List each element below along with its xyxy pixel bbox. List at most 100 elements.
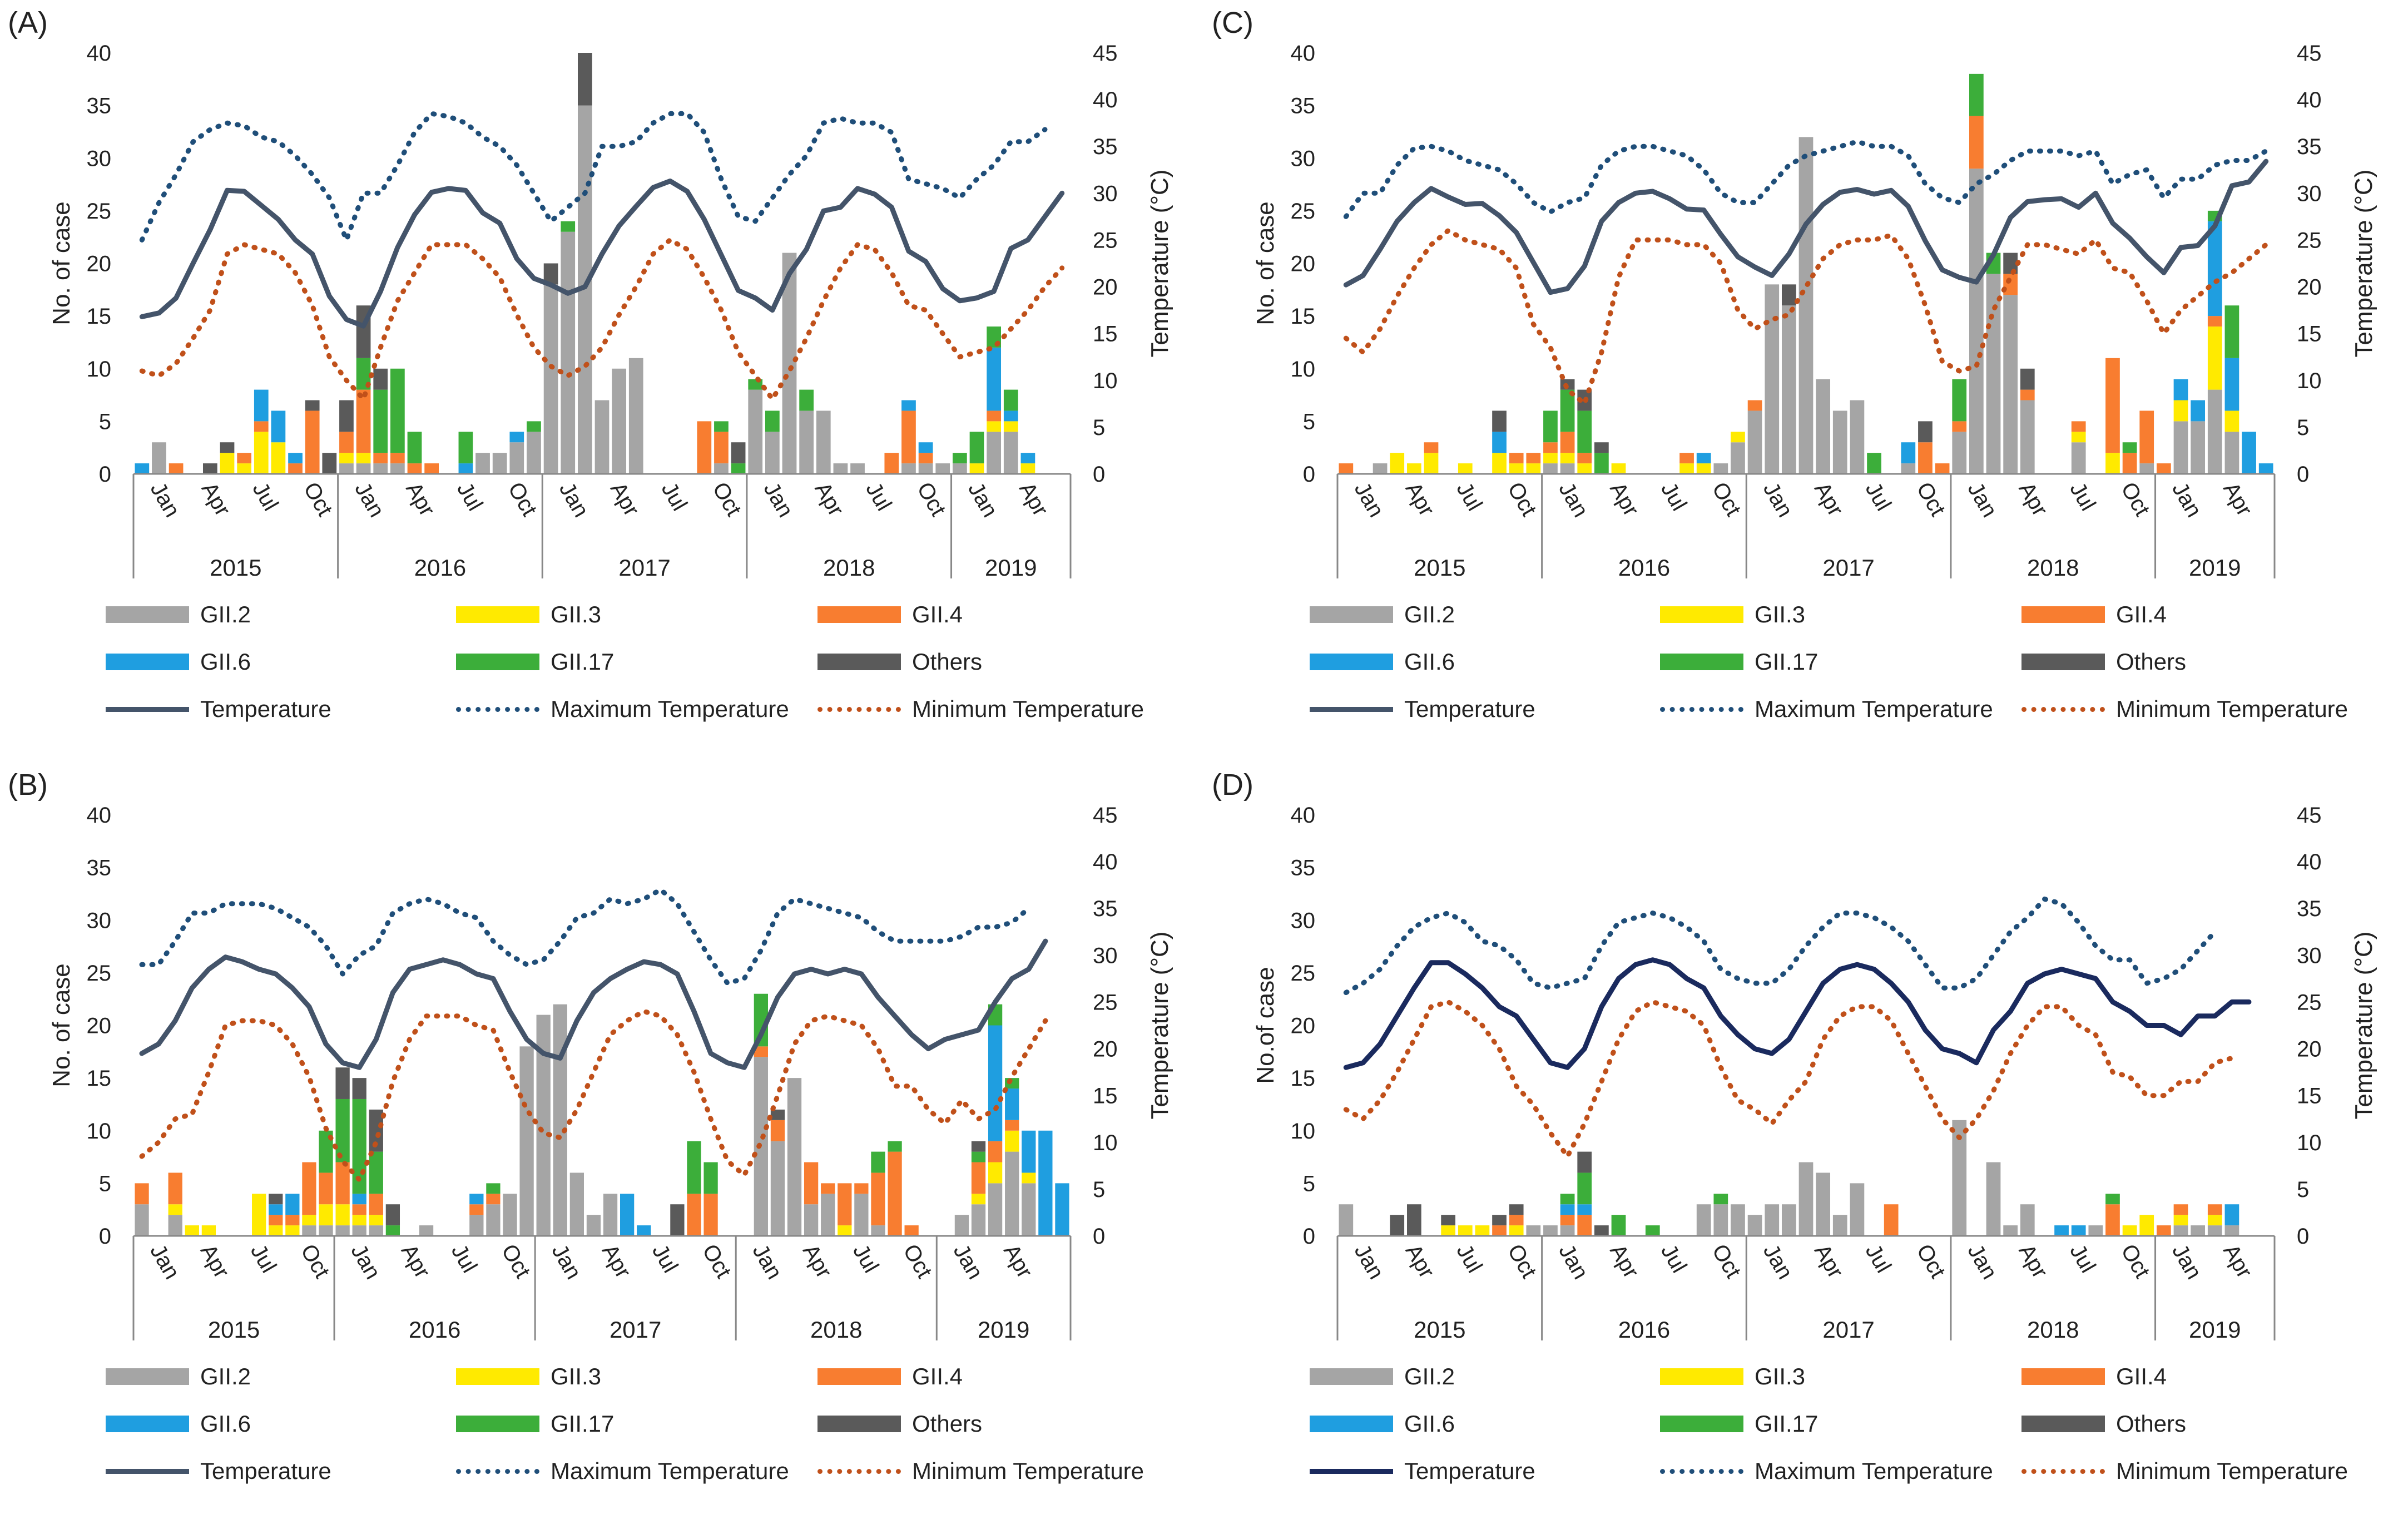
bar-segment [770,1120,785,1141]
legend-label: Maximum Temperature [551,696,789,722]
bar-segment [2191,400,2206,422]
bar-segment [1747,410,1762,474]
legend-line [1310,1468,1393,1474]
bar-segment [1969,116,1984,169]
legend-item: GII.2 [106,598,251,631]
bar-segment [2242,432,2256,474]
y2-tick-label: 15 [1093,1084,1118,1109]
bar-segment [1543,1225,1558,1236]
legend-swatch [1310,606,1393,623]
bar-segment [2224,410,2239,432]
y2-tick-label: 35 [2297,897,2322,921]
bar-segment [2139,1215,2154,1236]
y2-tick-label: 10 [1093,369,1118,393]
bar-segment [335,1162,350,1205]
bar-segment [2207,1215,2222,1226]
bar-segment [2020,1204,2035,1236]
bar-segment [1986,274,2001,474]
chart-panel-d: (D) 0 5 10 15 20 25 30 35 40 0 5 10 15 20 25 30 35 40 45 No… [1204,762,2408,1524]
bar-segment [833,463,848,474]
y-tick-label: 15 [1291,304,1316,329]
legend: GII.2 GII.3 GII.4 GII.6 GII.17 Others Temperat… [106,598,1179,754]
bar-segment [2207,221,2222,316]
bar-segment [918,463,933,474]
bar-segment [335,1099,350,1162]
bar-segment [1645,1225,1660,1236]
bar-segment [2020,389,2035,400]
y-tick-label: 40 [87,803,112,828]
bar-segment [285,1225,300,1236]
month-tick-label: Apr [196,478,235,521]
bar-segment [1492,453,1507,474]
legend-item: Others [817,645,982,679]
bar-segment [168,1172,182,1205]
bar-segment [519,1046,534,1236]
y2-tick-label: 30 [1093,181,1118,206]
month-tick-label: Apr [798,1240,836,1283]
bar-segment [884,453,899,474]
y2-tick-label: 10 [1093,1131,1118,1155]
bar-segment [135,1204,149,1236]
y2-tick-label: 30 [2297,943,2322,968]
legend-swatch [456,1368,539,1385]
bar-segment [987,410,1002,422]
bar-segment [2207,326,2222,390]
month-tick-label: Jul [452,478,488,515]
legend-line [817,1468,901,1474]
bar-segment [373,453,388,464]
legend-item: Temperature [1310,1454,1535,1488]
bar-segment [168,1204,182,1215]
y2-tick-label: 15 [2297,322,2322,347]
bar-segment [2071,442,2086,474]
bar-segment [352,1215,366,1226]
y2-tick-label: 5 [1093,1177,1105,1202]
bar-segment [816,410,831,474]
series-line [139,1008,1048,1182]
y-tick-label: 5 [1303,409,1315,434]
bar-segment [319,1204,333,1226]
bar-segment [1475,1225,1490,1236]
y-tick-label: 25 [1291,199,1316,224]
legend-swatch [1660,606,1743,623]
legend-item: GII.3 [1660,1360,1805,1393]
bar-segment [509,442,524,474]
bar-segment [302,1225,316,1236]
y-tick-label: 5 [99,1171,111,1196]
bar-segment [1560,432,1575,453]
month-tick-label: Jul [861,478,896,515]
y-tick-label: 25 [87,961,112,986]
bar-segment [612,368,627,474]
month-tick-label: Jan [145,1240,184,1284]
bar-segment [1679,463,1694,474]
y2-tick-label: 30 [2297,181,2322,206]
bar-segment [918,453,933,464]
legend-swatch [2021,1416,2105,1432]
bar-segment [305,410,320,474]
bar-segment [703,1194,718,1236]
month-tick-label: Oct [912,478,950,521]
year-label: 2016 [414,555,466,581]
legend-line [456,1468,539,1474]
bar-segment [2105,1204,2120,1236]
bar-segment [1765,1204,1780,1236]
y2-tick-label: 5 [2297,1177,2309,1202]
chart-panel-a: (A) 0 5 10 15 20 25 30 35 40 0 5 10 15 20 25 30 35 40 45 No… [0,0,1204,762]
month-tick-label: Jan [1350,478,1389,522]
month-tick-label: Apr [401,478,439,521]
legend-label: Temperature [1404,1458,1535,1484]
year-label: 2018 [810,1317,862,1343]
bar-segment [971,1141,986,1152]
bar-segment [1406,463,1421,474]
bar-segment [1390,1215,1405,1236]
bar-segment [1731,1204,1745,1236]
bar-segment [373,463,388,474]
legend-item: GII.4 [2021,598,2167,631]
bar-segment [2105,358,2120,453]
bar-segment [135,1183,149,1205]
year-label: 2016 [409,1317,460,1343]
y-tick-label: 30 [1291,908,1316,933]
bar-segment [1713,1204,1728,1236]
month-tick-label: Jul [1451,1240,1487,1277]
legend-item: Others [2021,645,2186,679]
bar-segment [335,1067,350,1099]
